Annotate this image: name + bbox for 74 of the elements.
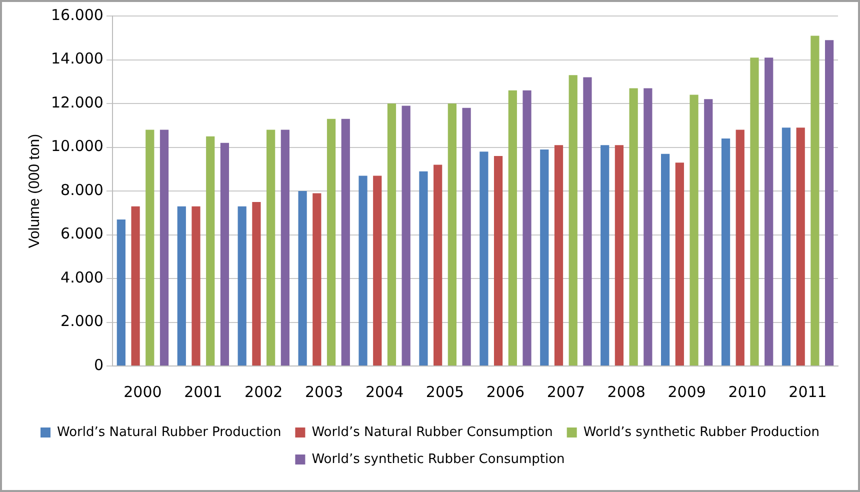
y-tick-label: 14.000 (50, 50, 104, 68)
bar (358, 176, 368, 366)
y-tick-label: 2.000 (60, 312, 104, 330)
legend-label: World’s synthetic Rubber Production (583, 424, 820, 440)
y-tick-label: 6.000 (60, 224, 104, 243)
y-tick-label: 4.000 (60, 268, 104, 286)
y-tick-label: 8.000 (60, 180, 104, 199)
bar (764, 58, 774, 366)
x-tick-label: 2001 (184, 382, 222, 401)
bar (782, 128, 791, 366)
bar (160, 130, 169, 366)
legend-label: World’s synthetic Rubber Consumption (312, 452, 565, 467)
bar (704, 99, 713, 366)
y-axis-title: Volume (000 ton) (26, 134, 44, 248)
bar (675, 162, 684, 366)
bar (146, 130, 154, 366)
bar (280, 130, 290, 366)
bar (600, 145, 610, 366)
bar (326, 118, 336, 366)
bar (462, 108, 471, 366)
bar (690, 94, 698, 366)
x-tick-label: 2007 (546, 382, 586, 401)
bar (480, 152, 488, 366)
bar (373, 176, 382, 366)
bar (266, 130, 276, 366)
y-tick-label: 12.000 (50, 93, 104, 112)
bar (238, 206, 246, 366)
bar (583, 77, 592, 366)
bar (796, 128, 805, 366)
y-tick-label: 16.000 (50, 6, 104, 24)
x-tick-label: 2002 (244, 382, 283, 401)
bar (750, 58, 759, 366)
bar (554, 145, 564, 366)
bar (540, 149, 549, 366)
bar (736, 130, 744, 366)
bar (810, 36, 820, 366)
legend-label: World’s Natural Rubber Consumption (312, 424, 553, 440)
bar (206, 136, 215, 366)
bar (508, 90, 517, 366)
bar (629, 88, 638, 366)
x-tick-label: 2011 (788, 382, 827, 401)
x-tick-label: 2000 (124, 382, 162, 401)
y-tick-label: 0 (94, 356, 104, 374)
x-tick-label: 2004 (365, 382, 404, 401)
bar (131, 206, 140, 366)
bar (298, 191, 307, 366)
bar (177, 206, 186, 366)
x-tick-label: 2009 (668, 382, 706, 401)
bar (448, 104, 456, 366)
bar (192, 206, 200, 366)
bar (614, 145, 624, 366)
bar (220, 142, 230, 366)
x-tick-label: 2010 (728, 382, 766, 401)
bar (721, 138, 730, 366)
bar (568, 75, 578, 366)
bar (434, 164, 442, 366)
y-tick-label: 10.000 (50, 137, 104, 156)
bar (341, 118, 350, 366)
x-tick-label: 2008 (607, 382, 646, 401)
bar (661, 154, 670, 366)
bar (494, 156, 503, 366)
bar (116, 219, 126, 366)
bar (419, 171, 428, 366)
bar (402, 106, 410, 366)
bar (252, 202, 261, 366)
bar (644, 88, 652, 366)
bar (522, 90, 532, 366)
x-tick-label: 2005 (426, 382, 464, 401)
bar (387, 104, 396, 366)
x-tick-label: 2003 (305, 382, 344, 401)
bar (825, 40, 834, 366)
x-tick-label: 2006 (486, 382, 525, 401)
bar (312, 193, 322, 366)
legend-label: World’s Natural Rubber Production (57, 424, 282, 440)
